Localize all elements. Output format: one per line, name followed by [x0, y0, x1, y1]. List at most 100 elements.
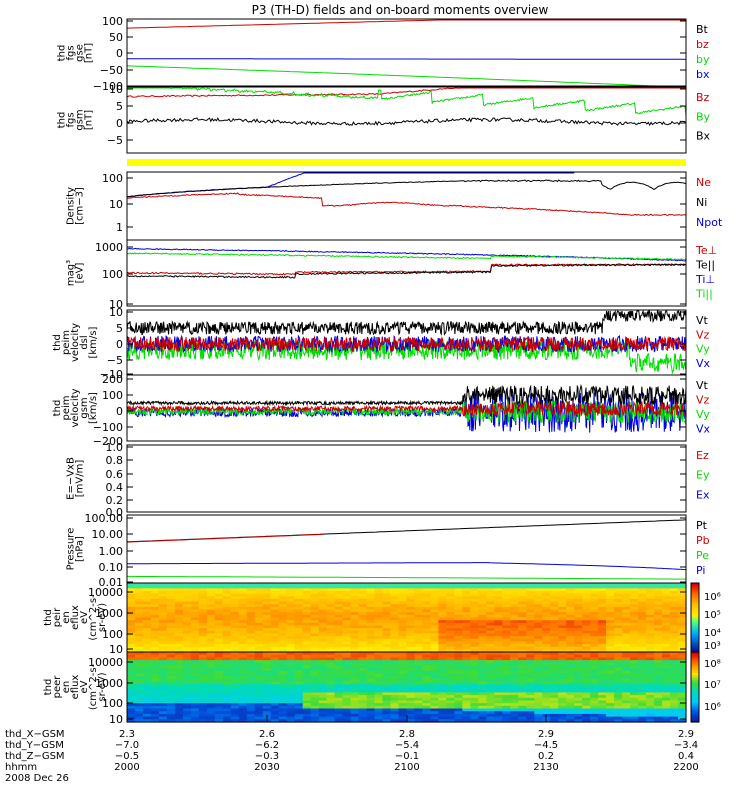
spectrogram-cell [446, 673, 455, 677]
spectrogram-cell [630, 604, 639, 608]
spectrogram-cell [286, 604, 296, 608]
spectrogram-cell [350, 654, 360, 658]
spectrogram-cell [598, 713, 607, 718]
spectrogram-cell [214, 678, 224, 683]
ytick-label: 0 [116, 117, 123, 130]
spectrogram-cell [550, 644, 559, 648]
spectrogram-cell [446, 641, 455, 645]
spectrogram-cell [662, 628, 671, 632]
spectrogram-cell [662, 620, 671, 624]
spectrogram-cell [566, 668, 575, 672]
spectrogram-cell [294, 596, 304, 600]
spectrogram-cell [502, 636, 511, 640]
spectrogram-cell [622, 713, 631, 718]
spectrogram-cell [342, 614, 352, 619]
spectrogram-cell [670, 641, 679, 645]
spectrogram-cell [494, 705, 503, 710]
spectrogram-cell [574, 628, 583, 632]
spectrogram-cell [382, 719, 392, 723]
spectrogram-cell [494, 596, 503, 600]
ytick-label: 1.0 [106, 441, 124, 454]
spectrogram-cell [270, 673, 280, 677]
spectrogram-cell [598, 617, 607, 621]
spectrogram-cell [374, 591, 384, 595]
ytick-label: −10 [100, 368, 123, 381]
spectrogram-cell [302, 649, 312, 653]
spectrogram-cell [654, 641, 663, 645]
spectrogram-cell [326, 657, 336, 661]
spectrogram-cell [430, 703, 440, 707]
spectrogram-cell [238, 649, 248, 653]
spectrogram-cell [614, 692, 623, 696]
spectrogram-cell [446, 684, 455, 688]
spectrogram-cell [678, 622, 687, 627]
spectrogram-cell [398, 689, 408, 693]
spectrogram-cell [430, 646, 440, 650]
spectrogram-cell [670, 588, 679, 592]
spectrogram-cell [230, 612, 240, 616]
spectrogram-cell [174, 636, 184, 640]
spectrogram-cell [174, 692, 184, 696]
spectrogram-cell [646, 695, 655, 699]
spectrogram-cell [166, 681, 176, 685]
spectrogram-cell [422, 678, 432, 683]
spectrogram-cell [646, 662, 655, 667]
spectrogram-cell [318, 716, 328, 720]
spectrogram-cell [470, 676, 479, 680]
spectrogram-cell [214, 719, 224, 723]
spectrogram-cell [143, 673, 152, 677]
spectrogram-cell [542, 700, 551, 704]
spectrogram-cell [510, 705, 519, 710]
ytick-label: 1 [116, 221, 123, 234]
spectrogram-cell [494, 719, 503, 723]
spectrogram-cell [486, 673, 495, 677]
spectrogram-cell [606, 692, 615, 696]
spectrogram-cell [598, 641, 607, 645]
spectrogram-cell [462, 668, 471, 672]
spectrogram-cell [446, 606, 455, 611]
spectrogram-cell [654, 705, 663, 710]
spectrogram-cell [262, 687, 272, 691]
spectrogram-cell [206, 604, 216, 608]
spectrogram-cell [358, 719, 368, 723]
spectrogram-cell [678, 662, 687, 667]
spectrogram-cell [318, 681, 328, 685]
spectrogram-cell [406, 614, 416, 619]
spectrogram-cell [574, 703, 583, 707]
spectrogram-cell [414, 678, 424, 683]
spectrogram-cell [438, 673, 447, 677]
spectrogram-cell [638, 673, 647, 677]
spectrogram-cell [230, 670, 240, 675]
spectrogram-cell [638, 660, 647, 664]
spectrogram-cell [214, 689, 224, 693]
spectrogram-cell [310, 625, 320, 629]
spectrogram-cell [438, 681, 447, 685]
spectrogram-cell [406, 654, 416, 658]
spectrogram-cell [462, 614, 471, 619]
spectrogram-cell [310, 585, 320, 589]
spectrogram-cell [270, 641, 280, 645]
spectrogram-cell [342, 625, 352, 629]
spectrogram-cell [318, 625, 328, 629]
spectrogram-cell [630, 614, 639, 619]
spectrogram-cell [646, 665, 655, 669]
spectrogram-cell [414, 716, 424, 720]
spectrogram-cell [454, 708, 463, 712]
spectrogram-cell [158, 703, 168, 707]
spectrogram-cell [127, 695, 136, 699]
spectrogram-cell [318, 652, 328, 656]
spectrogram-cell [326, 596, 336, 600]
spectrogram-cell [254, 660, 264, 664]
spectrogram-cell [174, 678, 184, 683]
spectrogram-cell [310, 705, 320, 710]
spectrogram-cell [358, 711, 368, 715]
spectrogram-cell [286, 614, 296, 619]
spectrogram-cell [182, 646, 192, 650]
spectrogram-cell [366, 716, 376, 720]
spectrogram-cell [151, 591, 160, 595]
spectrogram-cell [278, 711, 288, 715]
spectrogram-cell [414, 654, 424, 658]
spectrogram-cell [206, 636, 216, 640]
spectrogram-cell [382, 670, 392, 675]
spectrogram-cell [534, 689, 543, 693]
